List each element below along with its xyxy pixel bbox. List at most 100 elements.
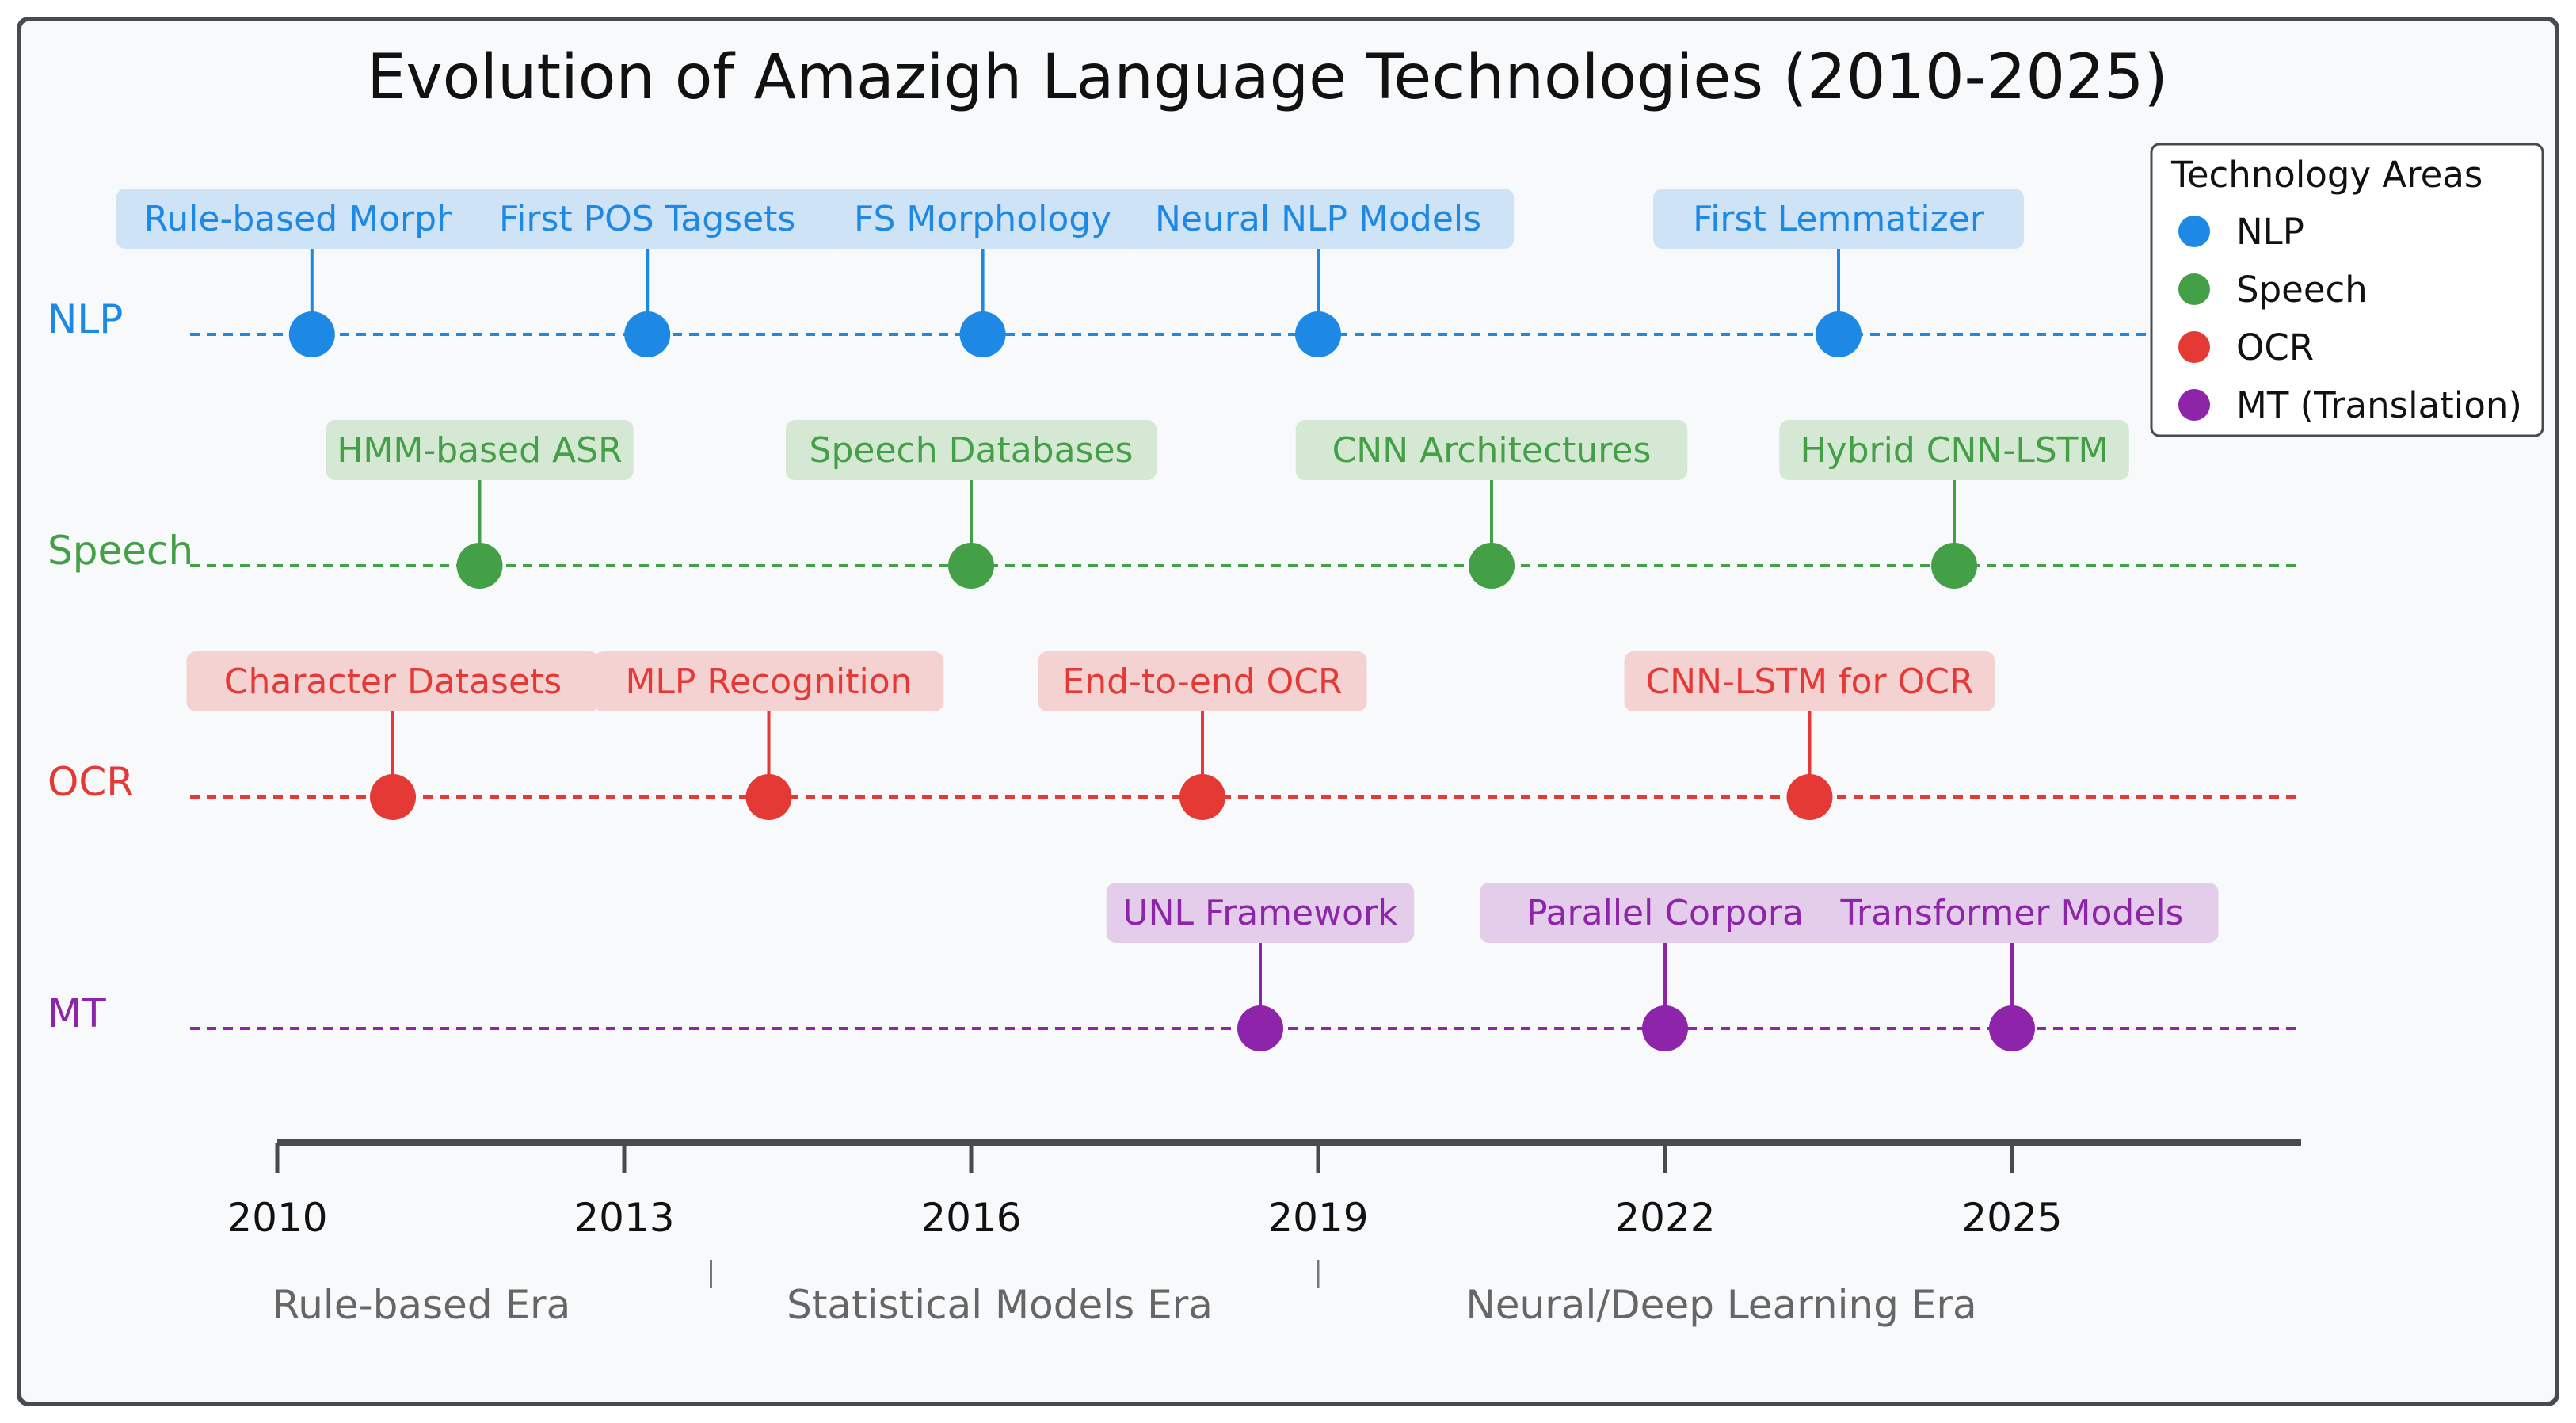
event-label-box (1805, 883, 2219, 943)
event-marker: Neural NLP Models (1122, 189, 1515, 357)
event-point (1237, 1005, 1283, 1051)
tick-label: 2016 (920, 1195, 1021, 1241)
event-label-box (186, 651, 600, 712)
row-label: NLP (48, 296, 123, 342)
event-marker: Hybrid CNN-LSTM (1779, 420, 2129, 589)
event-label: CNN-LSTM for OCR (1645, 662, 1973, 702)
event-label: UNL Framework (1122, 893, 1398, 933)
event-point (1179, 774, 1225, 820)
event-point (1469, 543, 1515, 589)
row-label: OCR (48, 759, 134, 805)
legend-marker (2178, 331, 2210, 363)
event-label-box (786, 420, 1157, 480)
tick-label: 2010 (227, 1195, 327, 1241)
event-point (1295, 311, 1341, 357)
event-marker: Character Datasets (186, 651, 600, 820)
legend-entry: Speech (2178, 269, 2368, 311)
event-marker: Speech Databases (786, 420, 1157, 589)
event-marker: End-to-end OCR (1038, 651, 1367, 820)
legend-marker (2178, 389, 2210, 421)
event-label: Speech Databases (810, 430, 1134, 471)
event-point (288, 311, 335, 357)
legend-entry: OCR (2178, 326, 2314, 368)
event-label: First POS Tagsets (499, 199, 795, 239)
event-label: HMM-based ASR (337, 430, 622, 471)
era-label: Statistical Models Era (787, 1282, 1213, 1328)
event-marker: HMM-based ASR (326, 420, 634, 589)
legend-title: Technology Areas (2170, 154, 2483, 196)
event-label: Transformer Models (1839, 893, 2183, 933)
era-labels: Rule-based Era Statistical Models Era Neur… (272, 1260, 1977, 1328)
row-speech: Speech HMM-based ASR Speech Databases CNN A… (48, 420, 2301, 589)
event-label-box (1779, 420, 2129, 480)
legend-entry: NLP (2178, 211, 2304, 253)
event-label-box (326, 420, 634, 480)
event-label-box (1295, 420, 1688, 480)
era-label: Rule-based Era (272, 1282, 571, 1328)
event-point (1642, 1005, 1688, 1051)
chart-title: Evolution of Amazigh Language Technologi… (367, 42, 2168, 113)
event-label-box (593, 651, 944, 712)
event-label-box (1122, 189, 1515, 249)
tick-label: 2025 (1961, 1195, 2062, 1241)
event-point (1931, 543, 1977, 589)
row-label: MT (48, 990, 106, 1036)
event-point (1816, 311, 1862, 357)
event-label-box (829, 189, 1137, 249)
tick-label: 2019 (1267, 1195, 1368, 1241)
event-marker: MLP Recognition (593, 651, 944, 820)
event-label: CNN Architectures (1332, 430, 1652, 471)
event-point (1989, 1005, 2035, 1051)
event-label: First Lemmatizer (1693, 199, 1985, 239)
event-marker: Transformer Models (1805, 883, 2219, 1051)
event-label: End-to-end OCR (1062, 662, 1342, 702)
legend-marker (2178, 216, 2210, 247)
event-point (456, 543, 503, 589)
event-marker: CNN-LSTM for OCR (1624, 651, 1995, 820)
row-mt: MT UNL Framework Parallel Corpora Transform… (48, 883, 2301, 1051)
event-point (370, 774, 416, 820)
era-label: Neural/Deep Learning Era (1465, 1282, 1976, 1328)
event-marker: CNN Architectures (1295, 420, 1688, 589)
event-label: Neural NLP Models (1155, 199, 1481, 239)
legend-label: NLP (2236, 211, 2304, 253)
event-label: Rule-based Morpho (144, 199, 480, 239)
event-marker: First Lemmatizer (1653, 189, 2024, 357)
event-point (948, 543, 994, 589)
legend-label: OCR (2236, 326, 2314, 368)
event-point (1786, 774, 1833, 820)
event-label-box (1480, 883, 1850, 943)
event-point (959, 311, 1006, 357)
event-marker: First POS Tagsets (451, 189, 844, 357)
legend-marker (2178, 273, 2210, 305)
event-label-box (1624, 651, 1995, 712)
event-point (745, 774, 792, 820)
timeline-rows: NLP Rule-based Morpho First POS Tagsets FS … (48, 189, 2301, 1051)
event-marker: UNL Framework (1106, 883, 1415, 1051)
event-label-box (1653, 189, 2024, 249)
event-label: Character Datasets (224, 662, 562, 702)
event-marker: Rule-based Morpho (116, 189, 509, 357)
legend-label: MT (Translation) (2236, 384, 2522, 426)
event-label: Hybrid CNN-LSTM (1801, 430, 2109, 471)
event-marker: FS Morphology (829, 189, 1137, 357)
row-nlp: NLP Rule-based Morpho First POS Tagsets FS … (48, 189, 2301, 357)
tick-label: 2013 (574, 1195, 674, 1241)
event-point (624, 311, 671, 357)
legend-box (2150, 143, 2544, 437)
event-label: Parallel Corpora (1526, 893, 1804, 933)
event-marker: Parallel Corpora (1480, 883, 1850, 1051)
event-label: FS Morphology (854, 199, 1111, 239)
row-ocr: OCR Character Datasets MLP Recognition End-… (48, 651, 2301, 820)
year-axis: 2010 2013 2016 2019 2022 2025 (227, 1139, 2301, 1241)
legend-entry: MT (Translation) (2178, 384, 2522, 426)
legend: Technology Areas NLP Speech OCR MT (Translat… (2150, 143, 2544, 437)
event-label-box (1106, 883, 1415, 943)
tick-label: 2022 (1614, 1195, 1715, 1241)
event-label-box (1038, 651, 1367, 712)
event-label-box (451, 189, 844, 249)
row-label: Speech (48, 528, 193, 574)
legend-label: Speech (2236, 269, 2368, 311)
event-label: MLP Recognition (625, 662, 912, 702)
